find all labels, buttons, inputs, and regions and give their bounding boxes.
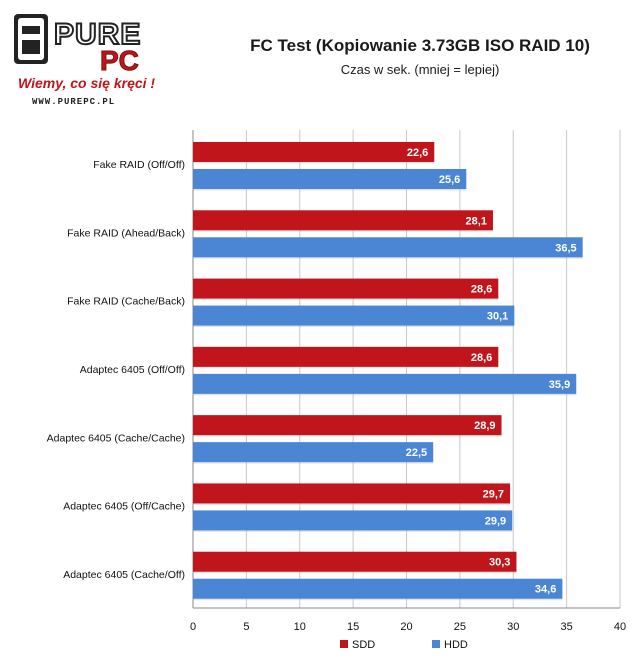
bar-sdd xyxy=(193,415,502,436)
bar-value-label: 29,9 xyxy=(485,515,506,527)
bar-value-label: 34,6 xyxy=(535,584,556,596)
x-tick-label: 40 xyxy=(614,621,626,633)
category-label: Adaptec 6405 (Off/Off) xyxy=(80,364,185,376)
legend-swatch-hdd xyxy=(432,640,440,648)
category-label: Fake RAID (Off/Off) xyxy=(93,159,185,171)
bar-value-label: 28,9 xyxy=(474,420,495,432)
category-label: Adaptec 6405 (Cache/Cache) xyxy=(47,432,185,444)
logo-url: WWW.PUREPC.PL xyxy=(32,97,115,107)
logo-pure-text: PURE xyxy=(54,18,141,51)
x-tick-label: 15 xyxy=(347,621,359,633)
logo-pc-text: PC xyxy=(100,45,139,76)
bar-value-label: 30,1 xyxy=(487,311,508,323)
bar-sdd xyxy=(193,346,499,367)
x-tick-label: 35 xyxy=(561,621,573,633)
bar-value-label: 29,7 xyxy=(483,488,504,500)
bar-hdd xyxy=(193,578,563,599)
legend-swatch-sdd xyxy=(340,640,348,648)
bar-hdd xyxy=(193,510,513,531)
bar-value-label: 30,3 xyxy=(489,557,510,569)
bar-hdd xyxy=(193,169,467,189)
bar-value-label: 28,1 xyxy=(466,215,487,227)
bar-value-label: 22,6 xyxy=(407,147,428,159)
bar-value-label: 28,6 xyxy=(471,352,492,364)
logo-emblem xyxy=(14,14,48,64)
bar-hdd xyxy=(193,442,434,463)
logo-slogan: Wiemy, co się kręci ! xyxy=(18,75,155,91)
x-tick-label: 5 xyxy=(243,621,249,633)
bar-sdd xyxy=(193,210,493,231)
x-tick-label: 25 xyxy=(454,621,466,633)
category-label: Fake RAID (Cache/Back) xyxy=(67,296,185,308)
category-label: Adaptec 6405 (Cache/Off) xyxy=(63,569,185,581)
x-tick-label: 0 xyxy=(190,621,196,633)
bar-value-label: 28,6 xyxy=(471,284,492,296)
bar-sdd xyxy=(193,551,517,572)
bar-value-label: 22,5 xyxy=(406,447,427,459)
legend-label-sdd: SDD xyxy=(352,639,375,651)
bar-value-label: 35,9 xyxy=(549,379,570,391)
bar-sdd xyxy=(193,142,435,162)
bar-sdd xyxy=(193,278,499,299)
purepc-logo: PURE PC Wiemy, co się kręci ! WWW.PUREPC… xyxy=(14,14,155,107)
legend-label-hdd: HDD xyxy=(444,639,468,651)
bar-value-label: 36,5 xyxy=(555,242,576,254)
bar-hdd xyxy=(193,373,577,394)
category-label: Fake RAID (Ahead/Back) xyxy=(67,227,185,239)
bar-value-label: 25,6 xyxy=(439,174,460,186)
x-tick-label: 30 xyxy=(507,621,519,633)
chart-subtitle: Czas w sek. (mniej = lepiej) xyxy=(340,62,500,77)
bar-hdd xyxy=(193,237,583,258)
x-tick-label: 10 xyxy=(294,621,306,633)
x-tick-label: 20 xyxy=(400,621,412,633)
bar-sdd xyxy=(193,483,511,504)
bar-hdd xyxy=(193,305,515,326)
chart-title: FC Test (Kopiowanie 3.73GB ISO RAID 10) xyxy=(250,36,590,55)
category-label: Adaptec 6405 (Off/Cache) xyxy=(63,501,185,513)
